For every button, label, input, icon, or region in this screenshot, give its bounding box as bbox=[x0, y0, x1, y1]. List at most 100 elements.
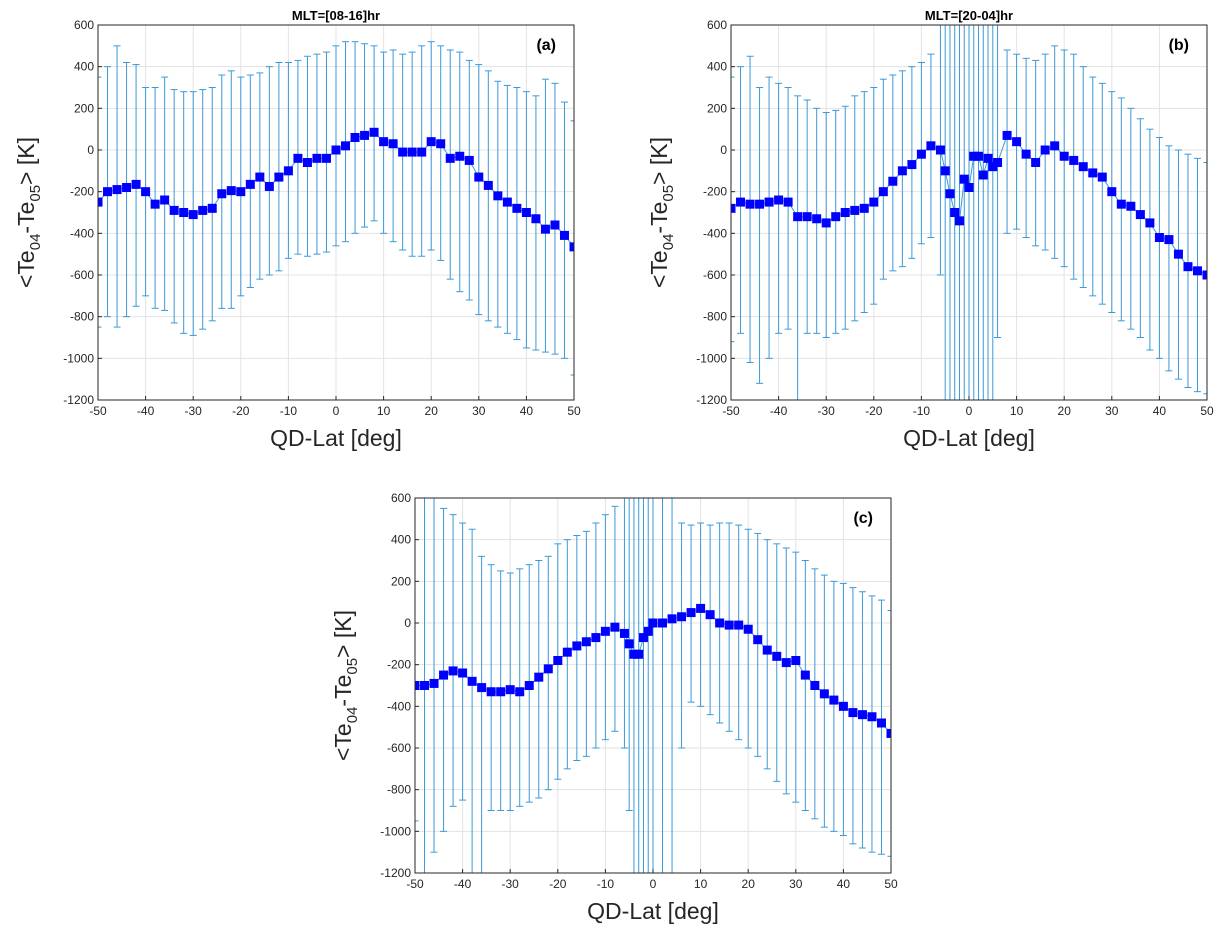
x-tick-label: 10 bbox=[694, 877, 708, 891]
data-point bbox=[764, 197, 774, 207]
data-point bbox=[331, 145, 341, 155]
data-point bbox=[1116, 199, 1126, 209]
data-point bbox=[160, 195, 170, 205]
data-point bbox=[1021, 149, 1031, 159]
data-point bbox=[417, 147, 427, 157]
y-tick-label: 200 bbox=[74, 101, 94, 115]
chart-title: MLT=[08-16]hr bbox=[292, 8, 380, 23]
x-tick-label: 50 bbox=[1200, 404, 1214, 418]
data-point bbox=[112, 185, 122, 195]
chart-panel-2: -50 -40 -30 -20 -10 0 10 20 30 40 50 -1200 -1000 -800… bbox=[646, 8, 1214, 451]
data-point bbox=[483, 180, 493, 190]
data-point bbox=[448, 666, 458, 676]
x-tick-label: 20 bbox=[742, 877, 756, 891]
data-point bbox=[236, 187, 246, 197]
y-axis-label-subscript: 04 bbox=[660, 234, 677, 251]
x-tick-label: 20 bbox=[1058, 404, 1072, 418]
data-point bbox=[705, 610, 715, 620]
data-point bbox=[1183, 262, 1193, 272]
data-point bbox=[800, 670, 810, 680]
data-point bbox=[1164, 235, 1174, 245]
data-point bbox=[878, 187, 888, 197]
data-point bbox=[505, 685, 515, 695]
data-point bbox=[821, 218, 831, 228]
data-point bbox=[312, 153, 322, 163]
data-point bbox=[341, 141, 351, 151]
y-tick-label: 400 bbox=[74, 60, 94, 74]
y-tick-label: -400 bbox=[70, 226, 94, 240]
data-point bbox=[245, 179, 255, 189]
data-point bbox=[122, 183, 132, 192]
data-point bbox=[734, 620, 744, 630]
x-tick-label: 10 bbox=[377, 404, 391, 418]
data-point bbox=[531, 214, 541, 224]
y-tick-label: -1200 bbox=[63, 393, 94, 407]
data-point bbox=[502, 197, 512, 207]
data-point bbox=[379, 137, 389, 147]
data-point bbox=[569, 242, 574, 252]
x-tick-label: -30 bbox=[185, 404, 203, 418]
y-axis-label-part: > [K] bbox=[13, 137, 39, 185]
y-tick-label: 400 bbox=[391, 533, 411, 547]
data-point bbox=[255, 172, 265, 182]
x-tick-label: 30 bbox=[472, 404, 486, 418]
data-point bbox=[1040, 145, 1050, 155]
data-point bbox=[850, 205, 860, 215]
data-point bbox=[321, 153, 331, 163]
y-axis-label-part: -Te bbox=[330, 675, 356, 707]
data-point bbox=[550, 220, 560, 230]
data-point bbox=[781, 658, 791, 668]
y-tick-label: -200 bbox=[387, 658, 411, 672]
data-point bbox=[926, 141, 936, 151]
x-tick-label: 30 bbox=[1105, 404, 1119, 418]
data-point bbox=[264, 181, 274, 191]
data-point bbox=[624, 639, 634, 649]
x-tick-label: -10 bbox=[280, 404, 298, 418]
data-point bbox=[188, 210, 198, 220]
data-point bbox=[543, 664, 553, 674]
x-tick-label: 0 bbox=[650, 877, 657, 891]
data-point bbox=[1059, 151, 1069, 161]
data-point bbox=[350, 133, 360, 142]
panel-label: (b) bbox=[1169, 37, 1189, 54]
data-point bbox=[940, 166, 950, 176]
data-point bbox=[945, 189, 955, 199]
data-point bbox=[1135, 210, 1145, 220]
data-point bbox=[643, 626, 653, 636]
y-tick-label: -600 bbox=[387, 741, 411, 755]
x-tick-label: -40 bbox=[137, 404, 155, 418]
data-point bbox=[743, 624, 753, 634]
data-point bbox=[838, 701, 848, 711]
x-tick-label: -20 bbox=[549, 877, 567, 891]
data-point bbox=[540, 224, 550, 234]
y-axis-label-part: > [K] bbox=[646, 137, 672, 185]
data-point bbox=[198, 205, 208, 215]
y-tick-label: 0 bbox=[404, 616, 411, 630]
data-point bbox=[829, 695, 839, 705]
data-point bbox=[993, 158, 1003, 167]
data-point bbox=[524, 681, 534, 690]
data-point bbox=[774, 195, 784, 205]
data-point bbox=[791, 656, 801, 665]
data-point bbox=[876, 718, 886, 728]
data-point bbox=[988, 162, 998, 172]
y-tick-label: -400 bbox=[703, 226, 727, 240]
data-point bbox=[1002, 130, 1012, 140]
data-layer bbox=[415, 498, 891, 873]
x-tick-label: 50 bbox=[567, 404, 581, 418]
y-tick-label: -800 bbox=[703, 310, 727, 324]
data-point bbox=[98, 197, 103, 207]
data-point bbox=[819, 689, 829, 699]
data-point bbox=[458, 668, 468, 678]
data-point bbox=[793, 212, 803, 222]
data-point bbox=[1031, 158, 1041, 167]
y-axis-label-subscript: 05 bbox=[27, 185, 44, 202]
data-point bbox=[1192, 266, 1202, 276]
data-point bbox=[521, 208, 531, 217]
y-tick-label: -600 bbox=[703, 268, 727, 282]
data-point bbox=[467, 676, 477, 686]
data-point bbox=[445, 153, 455, 163]
data-point bbox=[772, 651, 782, 661]
data-point bbox=[388, 139, 398, 149]
data-point bbox=[398, 147, 408, 157]
